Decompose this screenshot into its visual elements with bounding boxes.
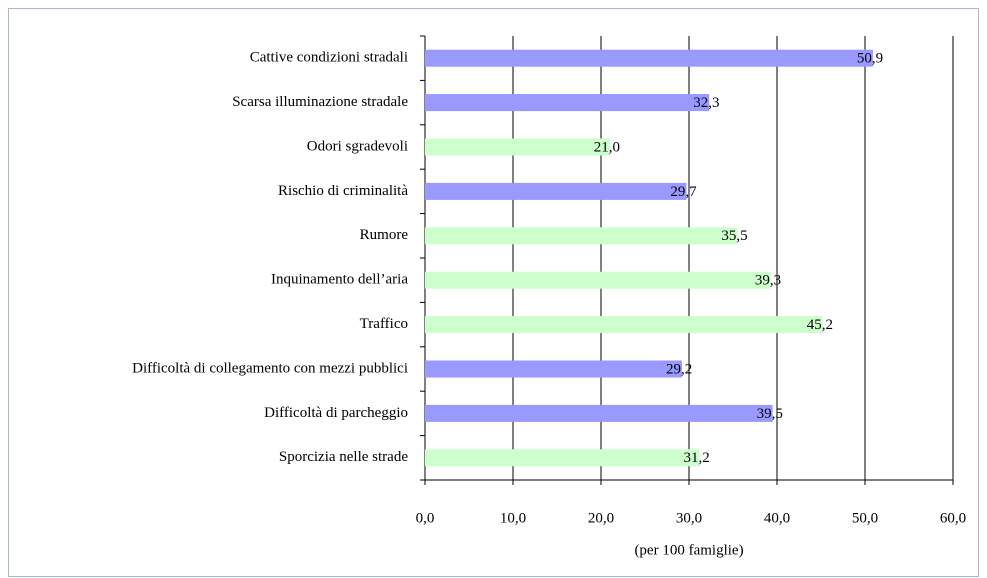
data-label: 31,2 [684, 450, 710, 466]
bar [425, 94, 710, 112]
x-tick-label: 10,0 [500, 510, 526, 526]
data-label: 50,9 [857, 51, 883, 67]
x-axis-label: (per 100 famiglie) [634, 542, 743, 558]
data-label: 29,2 [666, 361, 692, 377]
x-tick-label: 0,0 [416, 510, 435, 526]
data-label: 32,3 [693, 95, 719, 111]
data-label: 39,5 [757, 406, 783, 422]
x-tick-label: 40,0 [764, 510, 790, 526]
data-label: 39,3 [755, 273, 781, 289]
y-tick-label: Traffico [360, 316, 408, 332]
y-tick-label: Rischio di criminalità [278, 183, 408, 199]
data-label: 21,0 [594, 139, 620, 155]
data-label: 29,7 [670, 184, 697, 200]
x-tick-label: 50,0 [852, 510, 878, 526]
x-tick-label: 30,0 [676, 510, 702, 526]
bar [425, 360, 682, 378]
bar [425, 271, 771, 289]
y-tick-label: Inquinamento dell’aria [271, 272, 408, 288]
y-tick-label: Sporcizia nelle strade [279, 449, 408, 465]
bar [425, 138, 610, 156]
bar [425, 404, 773, 422]
bar [425, 49, 873, 67]
y-tick-label: Odori sgradevoli [307, 138, 408, 154]
y-tick-label: Cattive condizioni stradali [250, 50, 408, 66]
data-label: 35,5 [721, 228, 747, 244]
y-tick-label: Difficoltà di collegamento con mezzi pub… [132, 360, 408, 376]
bar [425, 182, 687, 200]
y-tick-label: Difficoltà di parcheggio [264, 405, 408, 421]
x-tick-label: 20,0 [588, 510, 614, 526]
data-label: 45,2 [807, 317, 833, 333]
x-tick-label: 60,0 [940, 510, 966, 526]
bar [425, 316, 823, 334]
y-tick-label: Rumore [360, 227, 409, 243]
bar [425, 449, 700, 467]
frame [8, 8, 979, 577]
bar [425, 227, 738, 245]
y-tick-label: Scarsa illuminazione stradale [232, 94, 408, 110]
